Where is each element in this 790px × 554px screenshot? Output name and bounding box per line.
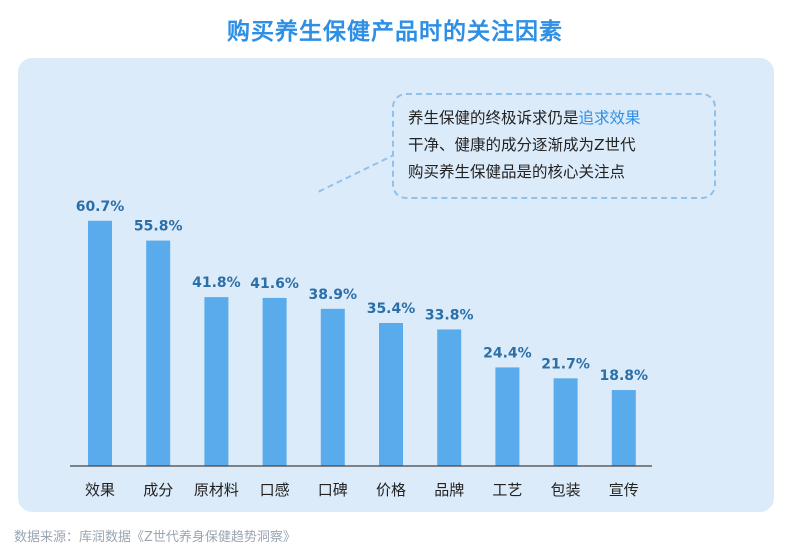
category-label-8: 工艺 — [492, 481, 522, 499]
category-label-4: 口感 — [260, 481, 290, 499]
category-labels-group: 效果 成分 原材料 口感 口碑 价格 品牌 工艺 包装 宣传 — [85, 481, 639, 499]
value-label-4: 41.6% — [250, 276, 299, 292]
callout-box: 养生保健的终极诉求仍是追求效果 干净、健康的成分逐渐成为Z世代 购买养生保健品是… — [392, 93, 716, 199]
value-labels-group: 60.7% 55.8% 41.8% 41.6% 38.9% 35.4% 33.8% 24.4%… — [76, 199, 648, 384]
value-label-6: 35.4% — [367, 301, 416, 317]
category-label-9: 包装 — [551, 481, 581, 499]
bar-10 — [611, 390, 636, 466]
bar-1 — [88, 220, 112, 466]
value-label-5: 38.9% — [309, 287, 358, 303]
bar-6 — [379, 322, 403, 466]
bar-7 — [437, 329, 462, 466]
callout-line-2: 干净、健康的成分逐渐成为Z世代 — [408, 136, 636, 154]
category-label-7: 品牌 — [434, 481, 464, 499]
callout-line-3: 购买养生保健品是的核心关注点 — [408, 163, 626, 181]
category-label-6: 价格 — [376, 481, 406, 499]
value-label-8: 24.4% — [483, 345, 532, 361]
callout-line-1-text: 养生保健的终极诉求仍是 — [408, 109, 579, 127]
value-label-3: 41.8% — [192, 275, 241, 291]
bar-3 — [204, 297, 229, 466]
value-label-2: 55.8% — [134, 219, 183, 235]
category-label-3: 原材料 — [194, 481, 239, 499]
bar-2 — [146, 240, 171, 466]
value-label-1: 60.7% — [76, 199, 125, 215]
category-label-10: 宣传 — [609, 481, 639, 499]
bar-8 — [495, 367, 520, 466]
callout-line-1: 养生保健的终极诉求仍是追求效果 — [408, 105, 700, 132]
value-label-10: 18.8% — [600, 368, 649, 384]
chart-title: 购买养生保健产品时的关注因素 — [227, 19, 563, 45]
callout-pointer — [317, 153, 397, 193]
bar-9 — [553, 378, 578, 466]
callout-highlight: 追求效果 — [578, 109, 641, 127]
category-label-2: 成分 — [143, 481, 173, 499]
bar-4 — [262, 297, 287, 466]
bar-5 — [320, 308, 345, 466]
category-label-5: 口碑 — [318, 481, 348, 499]
bars-group — [88, 220, 636, 466]
value-label-9: 21.7% — [541, 356, 590, 372]
source-note: 数据来源：库润数据《Z世代养身保健趋势洞察》 — [14, 530, 296, 545]
category-label-1: 效果 — [85, 481, 115, 499]
value-label-7: 33.8% — [425, 307, 474, 323]
